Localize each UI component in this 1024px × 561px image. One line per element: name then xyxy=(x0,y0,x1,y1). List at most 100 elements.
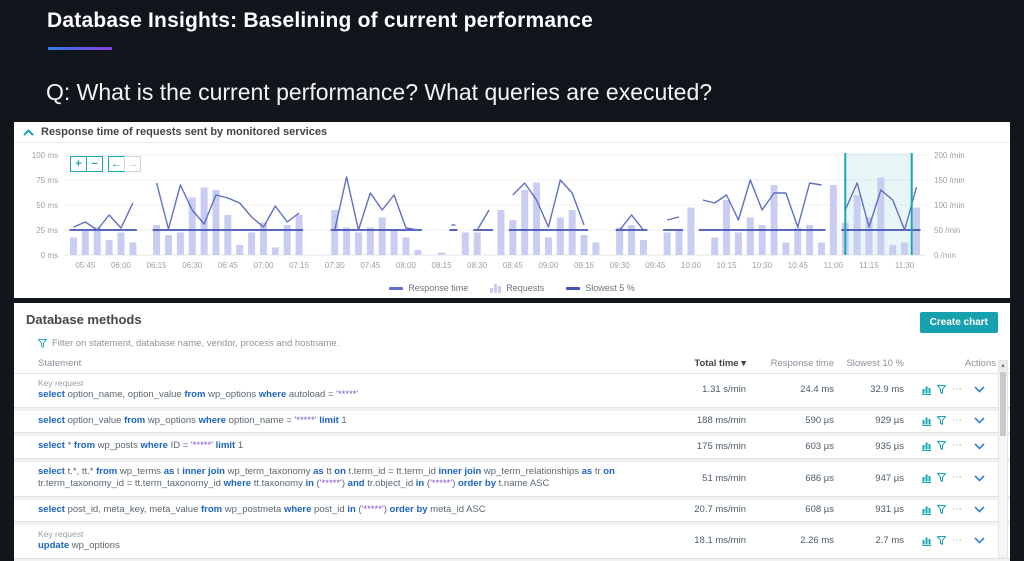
chart-action-icon[interactable] xyxy=(922,416,932,426)
svg-text:10:30: 10:30 xyxy=(752,261,773,270)
svg-text:50 /min: 50 /min xyxy=(934,226,960,235)
pan-left-button[interactable]: ← xyxy=(108,156,125,172)
statement-cell: select option_value from wp_options wher… xyxy=(38,415,651,428)
svg-text:11:30: 11:30 xyxy=(895,261,915,270)
svg-text:09:15: 09:15 xyxy=(574,261,595,270)
svg-text:08:15: 08:15 xyxy=(432,261,453,270)
column-header-spacer xyxy=(904,358,962,369)
chevron-down-icon[interactable] xyxy=(973,474,985,482)
more-actions-icon[interactable]: ⋯ xyxy=(952,440,962,452)
pan-right-button[interactable]: → xyxy=(124,156,141,172)
chevron-down-icon[interactable] xyxy=(973,506,985,513)
database-methods-panel: Database methods Create chart Filter on … xyxy=(14,303,1010,561)
expand-row-control xyxy=(962,443,996,450)
more-actions-icon[interactable]: ⋯ xyxy=(952,472,962,483)
chart-legend: Response time Requests Slowest 5 % xyxy=(14,279,1010,297)
svg-text:0 ms: 0 ms xyxy=(41,251,58,260)
total-time-value: 20.7 ms/min xyxy=(694,504,746,516)
zoom-in-button[interactable]: + xyxy=(70,156,87,172)
svg-text:100 /min: 100 /min xyxy=(934,201,965,210)
legend-label: Response time xyxy=(408,283,469,293)
chevron-down-icon[interactable] xyxy=(973,386,985,393)
scroll-up-arrow-icon[interactable]: ▲ xyxy=(999,361,1007,371)
svg-text:10:00: 10:00 xyxy=(681,261,702,270)
chart-action-icon[interactable] xyxy=(922,385,932,395)
legend-item-slowest-5-[interactable]: Slowest 5 % xyxy=(566,283,635,293)
chart-action-icon[interactable] xyxy=(922,473,932,483)
chart-action-icon[interactable] xyxy=(922,441,932,452)
filter-action-icon[interactable] xyxy=(937,473,947,483)
svg-text:08:45: 08:45 xyxy=(503,261,524,270)
chevron-up-icon[interactable] xyxy=(23,128,34,136)
chevron-down-icon[interactable] xyxy=(973,443,985,450)
row-actions: ⋯ xyxy=(904,473,962,483)
question-text: Q: What is the current performance? What… xyxy=(46,79,713,105)
row-actions: ⋯ xyxy=(904,414,962,426)
filter-action-icon[interactable] xyxy=(937,384,947,395)
table-header-row: Statement Total time ▾ Response time Slo… xyxy=(14,355,1010,374)
table-row[interactable]: select option_value from wp_options wher… xyxy=(14,410,1010,433)
total-time-value: 188 ms/min xyxy=(696,415,746,427)
response-time-value: 2.26 ms xyxy=(800,535,834,547)
svg-text:06:30: 06:30 xyxy=(182,261,203,270)
filter-placeholder: Filter on statement, database name, vend… xyxy=(52,338,340,349)
column-header-response-time[interactable]: Response time xyxy=(770,358,834,369)
chart-zoom-controls: + − ← → xyxy=(70,156,141,172)
svg-text:0 /min: 0 /min xyxy=(934,251,956,260)
more-actions-icon[interactable]: ⋯ xyxy=(952,503,962,515)
legend-item-response-time[interactable]: Response time xyxy=(389,283,468,293)
response-time-value: 608 µs xyxy=(805,504,834,516)
chevron-down-icon[interactable] xyxy=(973,537,985,544)
requests-bars-icon xyxy=(490,283,502,293)
chevron-down-icon[interactable] xyxy=(973,417,985,424)
svg-text:06:45: 06:45 xyxy=(218,261,239,270)
table-row[interactable]: select * from wp_posts where ID = '*****… xyxy=(14,436,1010,459)
table-row[interactable]: select post_id, meta_key, meta_value fro… xyxy=(14,499,1010,522)
svg-text:08:30: 08:30 xyxy=(467,261,488,270)
expand-row-control xyxy=(962,474,996,482)
more-actions-icon[interactable]: ⋯ xyxy=(952,383,962,395)
chart-action-icon[interactable] xyxy=(922,505,932,515)
svg-text:07:45: 07:45 xyxy=(360,261,381,270)
chart-panel-header: Response time of requests sent by monito… xyxy=(14,122,1010,143)
total-time-value: 18.1 ms/min xyxy=(694,535,746,547)
sql-statement: select option_value from wp_options wher… xyxy=(38,414,347,426)
chart-action-icon[interactable] xyxy=(922,536,932,546)
timeseries-chart-svg[interactable]: 100 ms 75 ms 50 ms 25 ms 0 ms 200 /min 150 /mi… xyxy=(14,143,1010,279)
filter-action-icon[interactable] xyxy=(937,504,947,515)
svg-text:150 /min: 150 /min xyxy=(934,176,965,185)
legend-label: Requests xyxy=(506,283,545,293)
svg-text:100 ms: 100 ms xyxy=(32,151,58,160)
filter-action-icon[interactable] xyxy=(937,535,947,546)
filter-input[interactable]: Filter on statement, database name, vend… xyxy=(14,335,1010,355)
column-header-total-time[interactable]: Total time ▾ xyxy=(651,358,746,369)
slowest-value: 929 µs xyxy=(875,415,904,427)
slowest-value: 931 µs xyxy=(875,504,904,516)
table-row[interactable]: select t.*, tt.* from wp_terms as t inne… xyxy=(14,461,1010,497)
response-time-value: 24.4 ms xyxy=(800,384,834,396)
expand-row-control xyxy=(962,537,996,544)
column-header-statement[interactable]: Statement xyxy=(38,358,82,369)
svg-text:75 ms: 75 ms xyxy=(36,176,58,185)
table-row[interactable]: Key request select option_name, option_va… xyxy=(14,374,1010,408)
title-accent-underline xyxy=(48,47,112,50)
more-actions-icon[interactable]: ⋯ xyxy=(952,414,962,426)
response-time-chart[interactable]: + − ← → 100 ms 75 ms 50 ms 25 ms 0 ms 200 /mi… xyxy=(14,143,1010,279)
slowest-value: 2.7 ms xyxy=(875,535,904,547)
table-row[interactable]: Key request update wp_options 18.1 ms/min 2… xyxy=(14,525,1010,559)
expand-row-control xyxy=(962,417,996,424)
filter-action-icon[interactable] xyxy=(937,415,947,426)
filter-action-icon[interactable] xyxy=(937,441,947,451)
zoom-out-button[interactable]: − xyxy=(86,156,103,172)
page-title: Database Insights: Baselining of current… xyxy=(47,9,594,32)
response-time-value: 603 µs xyxy=(805,440,834,452)
total-time-label: Total time xyxy=(694,358,739,369)
scrollbar-thumb[interactable] xyxy=(1000,372,1006,436)
create-chart-button[interactable]: Create chart xyxy=(919,312,998,333)
vertical-scrollbar[interactable]: ▲ xyxy=(998,360,1008,558)
total-time-value: 51 ms/min xyxy=(702,472,746,484)
legend-item-requests[interactable]: Requests xyxy=(490,283,544,293)
column-header-slowest[interactable]: Slowest 10 % xyxy=(846,358,904,369)
svg-text:07:00: 07:00 xyxy=(253,261,274,270)
more-actions-icon[interactable]: ⋯ xyxy=(952,534,962,546)
